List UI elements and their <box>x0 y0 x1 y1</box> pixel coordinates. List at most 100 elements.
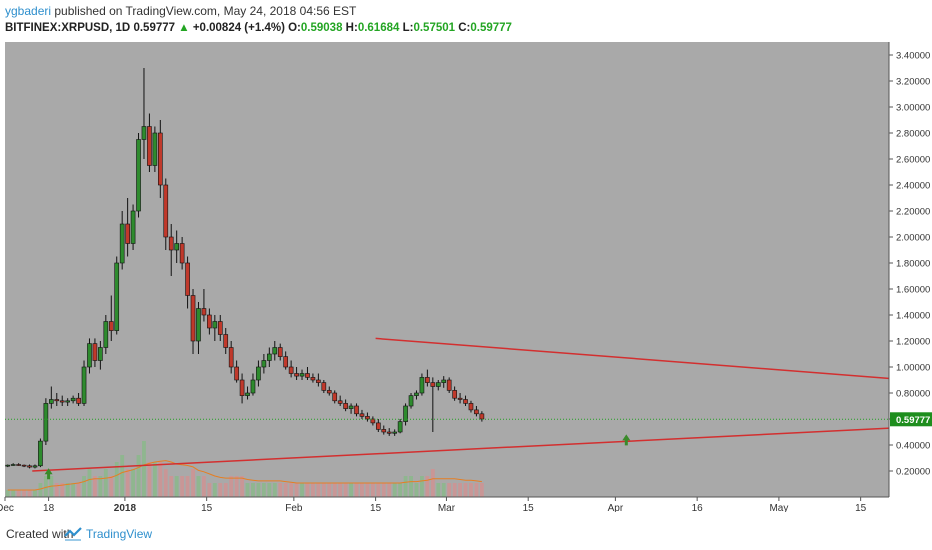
candle <box>245 386 250 400</box>
x-tick-label: Apr <box>608 503 624 512</box>
candle <box>430 377 436 432</box>
candle <box>414 390 419 400</box>
last-price-badge <box>890 412 932 427</box>
volume-bar <box>234 476 239 497</box>
published-text: published on TradingView.com, May 24, 20… <box>54 4 357 18</box>
volume-bar <box>152 462 157 497</box>
candle-body <box>43 403 49 442</box>
candle-body <box>158 132 163 186</box>
candle-body <box>108 321 114 331</box>
author-link[interactable]: ygbaderi <box>5 4 52 18</box>
plot-background <box>5 42 889 497</box>
candle <box>305 367 310 380</box>
candle-body <box>414 392 419 396</box>
y-tick-label: 2.60000 <box>896 155 930 166</box>
volume-bar <box>458 483 462 497</box>
volume-bar <box>33 490 37 497</box>
up-arrow-icon <box>44 468 53 480</box>
candle-body <box>256 366 261 381</box>
candle <box>76 393 81 406</box>
volume-bar <box>289 483 294 497</box>
volume-bar <box>305 483 310 497</box>
candle <box>408 393 414 409</box>
candle-body <box>288 366 294 374</box>
candle-body <box>10 464 16 466</box>
candle-body <box>81 366 87 404</box>
candle-body <box>261 360 267 368</box>
candle-body <box>245 392 250 396</box>
candle-body <box>136 139 141 212</box>
y-tick-label: 2.20000 <box>896 207 930 218</box>
candle <box>392 429 397 436</box>
volume-bar <box>256 483 261 497</box>
candle <box>425 369 430 387</box>
high-value: 0.61684 <box>357 22 400 34</box>
y-tick-label: 2.80000 <box>896 129 930 140</box>
candle-body <box>125 223 130 244</box>
candle-body <box>103 321 109 348</box>
volume-bar <box>212 483 217 497</box>
volume-bar <box>403 476 408 497</box>
candle <box>288 360 294 378</box>
candle <box>375 419 381 432</box>
candle-body <box>27 465 32 468</box>
y-tick-label: 1.00000 <box>896 363 930 374</box>
candle <box>179 237 185 270</box>
candle-body <box>212 321 218 329</box>
candle-body <box>179 243 185 264</box>
y-tick-label: 3.40000 <box>896 51 930 62</box>
candle-body <box>228 347 234 368</box>
y-axis: 3.40000 3.20000 3.00000 2.80000 2.60000 2.400… <box>888 42 932 512</box>
volume-bar <box>387 483 392 497</box>
volume-bar <box>114 462 119 497</box>
candle <box>158 120 163 198</box>
volume-bar <box>425 476 430 497</box>
candle <box>397 419 403 434</box>
candle-body <box>441 379 447 383</box>
volume-bar <box>60 483 65 497</box>
price-chart[interactable]: T1? 3.400003.200003.000002.800002.600002… <box>0 42 932 512</box>
candle <box>87 338 92 374</box>
open-label: O: <box>288 22 301 34</box>
volume-bar <box>436 483 441 497</box>
volume-bar <box>398 483 403 497</box>
candle <box>43 398 49 445</box>
candle-body <box>370 418 376 424</box>
x-tick-label: 2018 <box>114 503 137 512</box>
candle <box>463 395 468 406</box>
candle-body <box>250 379 256 394</box>
volume-ma-line <box>7 460 482 491</box>
volume-bar <box>463 483 468 497</box>
volume-bar <box>22 490 26 497</box>
tradingview-logo-icon <box>64 527 82 541</box>
candle <box>310 373 316 383</box>
candle-body <box>38 440 43 467</box>
candle-body <box>207 314 212 329</box>
volume-bar <box>180 476 185 497</box>
candle <box>316 373 321 387</box>
candle <box>468 400 474 413</box>
candle-body <box>479 413 485 420</box>
volume-bar <box>196 476 201 497</box>
candle-body <box>359 413 365 417</box>
volume-bar <box>202 476 206 497</box>
candle <box>283 351 288 370</box>
tradingview-link[interactable]: TradingView <box>86 527 153 541</box>
candle <box>125 198 130 257</box>
high-label: H: <box>345 22 358 34</box>
candle-body <box>114 262 120 331</box>
volume-bar <box>27 490 32 497</box>
volume-bar <box>76 483 81 497</box>
candle-body <box>392 431 397 434</box>
volume-bar <box>185 476 190 497</box>
candle <box>207 308 212 335</box>
volume-bar <box>327 483 332 497</box>
volume-bar <box>300 483 304 497</box>
candle-body <box>294 373 299 377</box>
candle <box>370 416 376 426</box>
candle <box>147 113 152 172</box>
candle <box>141 68 147 159</box>
volume-bar <box>38 483 43 497</box>
up-arrow-icon: ▲ <box>178 22 190 34</box>
close-label: C: <box>458 22 471 34</box>
